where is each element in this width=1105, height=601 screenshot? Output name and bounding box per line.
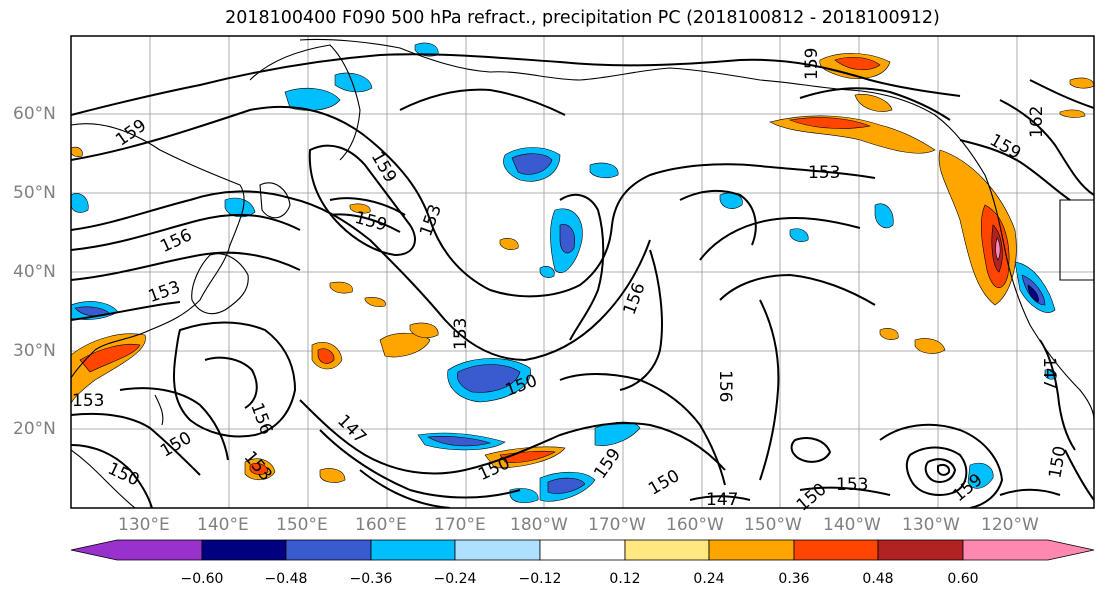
colorbar-segment bbox=[454, 539, 541, 561]
contour-label: 147 bbox=[1039, 357, 1059, 389]
lat-label: 30°N bbox=[13, 341, 56, 361]
colorbar-segment bbox=[624, 539, 710, 561]
contour-label: 162 bbox=[1027, 106, 1047, 138]
lon-label: 150°E bbox=[276, 515, 328, 535]
colorbar-tick-label: 0.24 bbox=[693, 571, 725, 587]
contour-label: 153 bbox=[836, 475, 868, 495]
lon-label: 130°W bbox=[902, 515, 960, 535]
lat-label: 60°N bbox=[13, 104, 56, 124]
refractivity-contours bbox=[71, 53, 1094, 508]
colorbar-segment bbox=[539, 539, 626, 561]
contour-label: 147 bbox=[706, 490, 738, 510]
lon-label: 120°W bbox=[981, 515, 1039, 535]
plot-frame bbox=[70, 35, 1095, 509]
colorbar-tick-label: −0.60 bbox=[180, 571, 224, 587]
lon-label: 140°W bbox=[823, 515, 881, 535]
colorbar-tick-label: 0.48 bbox=[862, 571, 894, 587]
colorbar bbox=[70, 539, 1095, 561]
colorbar-tick-label: −0.24 bbox=[433, 571, 477, 587]
colorbar-tick-label: −0.12 bbox=[518, 571, 562, 587]
lat-label: 20°N bbox=[13, 419, 56, 439]
colorbar-segment bbox=[793, 539, 879, 561]
colorbar-segment bbox=[201, 539, 287, 561]
contour-label: 153 bbox=[808, 163, 840, 183]
colorbar-tick-label: 0.60 bbox=[947, 571, 979, 587]
lon-label: 170°W bbox=[588, 515, 646, 535]
colorbar-segment bbox=[962, 539, 1095, 561]
colorbar-segment bbox=[70, 539, 203, 561]
coastlines bbox=[71, 38, 1094, 508]
colorbar-tick-label: −0.48 bbox=[264, 571, 308, 587]
lon-label: 180°W bbox=[510, 515, 568, 535]
lat-label: 50°N bbox=[13, 183, 56, 203]
lon-label: 130°E bbox=[118, 515, 170, 535]
lon-label: 150°W bbox=[744, 515, 802, 535]
map-title: 2018100400 F090 500 hPa refract., precip… bbox=[225, 8, 940, 28]
lon-label: 160°E bbox=[355, 515, 407, 535]
colorbar-segment bbox=[877, 539, 964, 561]
colorbar-segment bbox=[370, 539, 456, 561]
contour-label: 156 bbox=[715, 370, 735, 402]
precip-shading bbox=[71, 42, 1094, 504]
colorbar-segment bbox=[285, 539, 372, 561]
colorbar-segment bbox=[708, 539, 795, 561]
lon-label: 170°E bbox=[434, 515, 486, 535]
colorbar-tick-label: 0.36 bbox=[778, 571, 810, 587]
contour-label: 159 bbox=[802, 48, 822, 80]
contour-label: 153 bbox=[72, 391, 104, 411]
lon-label: 140°E bbox=[197, 515, 249, 535]
lat-label: 40°N bbox=[13, 262, 56, 282]
colorbar-tick-label: 0.12 bbox=[609, 571, 641, 587]
contour-label: 153 bbox=[451, 318, 471, 350]
lon-label: 160°W bbox=[666, 515, 724, 535]
colorbar-tick-label: −0.36 bbox=[349, 571, 393, 587]
